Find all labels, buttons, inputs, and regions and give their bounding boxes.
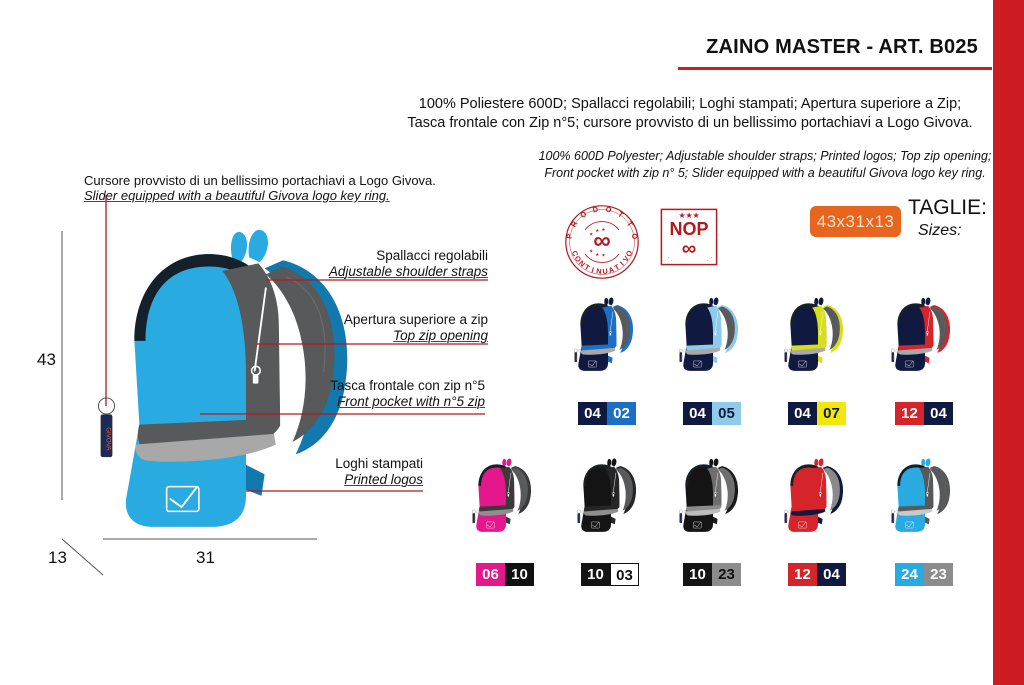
svg-text:★: ★ xyxy=(589,249,593,254)
svg-text:N: N xyxy=(596,266,602,276)
svg-text:T: T xyxy=(625,220,635,229)
svg-text:★★★: ★★★ xyxy=(679,211,700,220)
svg-text:.: . xyxy=(711,254,713,260)
svg-text:.: . xyxy=(671,257,673,263)
svg-text:NOP: NOP xyxy=(669,219,708,239)
svg-text:I: I xyxy=(590,265,595,274)
svg-text:∞: ∞ xyxy=(682,238,697,260)
svg-text:.: . xyxy=(707,257,709,263)
svg-text:U: U xyxy=(602,266,608,276)
svg-text:.: . xyxy=(667,254,669,260)
svg-text:★: ★ xyxy=(589,231,593,236)
svg-text:∞: ∞ xyxy=(593,228,610,255)
